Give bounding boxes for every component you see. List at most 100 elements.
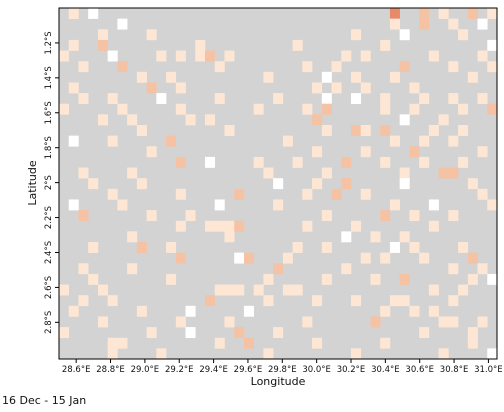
grid-cell (477, 316, 488, 328)
grid-cell (487, 39, 498, 51)
grid-cell (331, 188, 342, 200)
grid-cell (438, 8, 449, 19)
grid-cell (214, 337, 225, 349)
grid-cell (175, 188, 186, 200)
grid-cell (370, 273, 381, 285)
grid-cell (360, 125, 371, 136)
grid-cell (399, 61, 410, 73)
grid-cell (136, 305, 147, 317)
grid-cell (302, 103, 313, 115)
grid-cell (321, 273, 332, 285)
grid-cell (312, 146, 323, 158)
grid-cell (351, 220, 362, 232)
y-tick-label: 1.2°S (44, 31, 54, 54)
grid-cell (224, 284, 235, 296)
grid-cell (428, 199, 439, 211)
grid-cell (253, 284, 264, 296)
grid-cell (273, 199, 284, 211)
grid-cell (185, 327, 196, 339)
grid-cell (263, 348, 274, 360)
grid-cell (487, 8, 498, 19)
grid-cell (321, 103, 332, 115)
grid-cell (312, 337, 323, 349)
grid-cell (321, 210, 332, 222)
x-tick-label: 29.8°E (268, 365, 297, 375)
grid-cell (146, 82, 157, 94)
grid-cell (331, 61, 342, 73)
grid-cell (438, 316, 449, 328)
grid-cell (380, 210, 391, 222)
grid-cell (389, 242, 400, 253)
grid-cell (351, 348, 362, 360)
grid-cell (477, 146, 488, 158)
grid-cell (419, 8, 430, 19)
grid-cell (59, 103, 70, 115)
y-tick-label: 2.8°S (44, 311, 54, 334)
grid-cell (292, 39, 303, 51)
x-tick-label: 30.2°E (337, 365, 366, 375)
grid-cell (448, 316, 459, 328)
grid-cell (448, 18, 459, 30)
grid-cell (78, 263, 89, 275)
grid-cell (175, 156, 186, 168)
grid-cell (59, 284, 70, 296)
grid-cell (448, 263, 459, 275)
grid-cell (156, 93, 167, 105)
grid-cell (78, 61, 89, 73)
grid-cell (487, 273, 498, 285)
grid-cell (419, 93, 430, 105)
grid-cell (224, 125, 235, 136)
grid-cell (448, 210, 459, 222)
grid-cell (78, 167, 89, 179)
grid-cell (156, 348, 167, 360)
x-tick-label: 29.0°E (131, 365, 160, 375)
grid-cell (302, 61, 313, 73)
grid-cell (321, 167, 332, 179)
grid-cell (224, 220, 235, 232)
grid-cell (341, 156, 352, 168)
grid-cell (243, 252, 254, 264)
grid-cell (127, 114, 138, 126)
grid-cell (136, 71, 147, 83)
grid-cell (97, 39, 108, 51)
grid-cell (146, 327, 157, 339)
grid-cell (97, 284, 108, 296)
x-tick-label: 28.6°E (62, 365, 91, 375)
grid-cell (448, 93, 459, 105)
y-axis-ticks: 1.2°S 1.4°S 1.6°S 1.8°S 2°S 2.2°S 2.4°S 2.6°S 2.… (44, 31, 59, 334)
grid-cell (302, 220, 313, 232)
grid-cell (477, 263, 488, 275)
grid-cell (107, 93, 118, 105)
grid-cell (389, 8, 400, 19)
x-tick-label: 29.6°E (234, 365, 263, 375)
y-tick-label: 1.4°S (44, 66, 54, 89)
grid-cell (428, 50, 439, 62)
grid-cell (234, 188, 245, 200)
grid-cell (107, 348, 118, 360)
grid-cell (380, 156, 391, 168)
grid-cell (302, 188, 313, 200)
grid-cell (419, 18, 430, 30)
grid-cell (428, 305, 439, 317)
x-tick-label: 29.4°E (199, 365, 228, 375)
grid-cell (399, 178, 410, 190)
grid-cell (321, 93, 332, 105)
grid-cell (78, 295, 89, 307)
grid-cell (467, 273, 478, 285)
grid-cell (458, 103, 469, 115)
grid-cell (467, 178, 478, 190)
grid-cell (156, 50, 167, 62)
grid-cell (117, 199, 128, 211)
grid-cell (175, 220, 186, 232)
grid-cell (273, 263, 284, 275)
grid-cell (341, 178, 352, 190)
grid-cell (136, 125, 147, 136)
grid-cell (409, 146, 420, 158)
grid-cell (146, 210, 157, 222)
grid-cell (341, 263, 352, 275)
grid-cell (389, 295, 400, 307)
grid-cell (185, 305, 196, 317)
grid-cell (487, 103, 498, 115)
